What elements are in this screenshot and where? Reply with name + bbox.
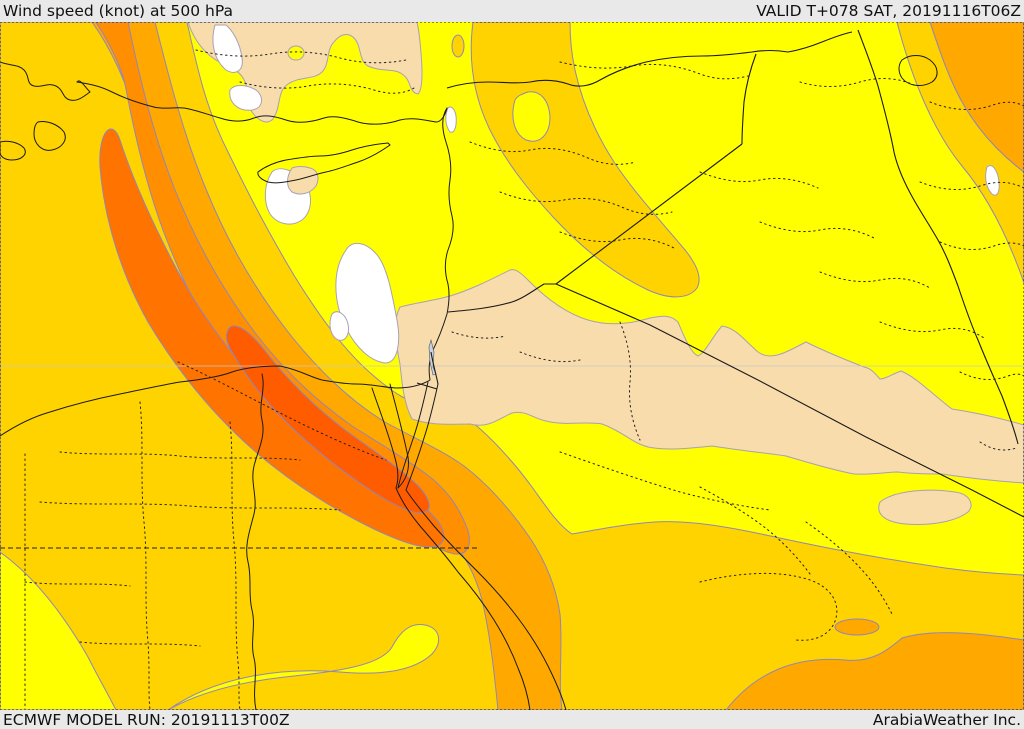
contour-deep-core: [225, 325, 430, 514]
admin-dotted-anatolia-1: [195, 49, 407, 64]
white-anatolia-hole-2: [229, 85, 262, 111]
map-title: Wind speed (knot) at 500 hPa: [3, 2, 234, 20]
island-rhodes: [33, 121, 66, 151]
admin-dotted-iraq-4: [879, 321, 985, 339]
admin-dotted-kuwait-1: [699, 486, 811, 575]
brand-label: ArabiaWeather Inc.: [872, 710, 1021, 729]
admin-dotted-egypt-vertical-2: [229, 421, 241, 710]
admin-dotted-kuwait-2: [805, 521, 893, 615]
contour-yellow-bottom-strip: [167, 623, 440, 710]
wind-speed-map: [0, 22, 1024, 710]
admin-dotted-iran-1: [919, 181, 1024, 190]
contour-yellow-bottom-left: [0, 551, 117, 710]
cream-cyprus-patch: [287, 166, 319, 195]
admin-dotted-sudan-2: [79, 641, 201, 647]
gulf-of-suez-west: [371, 387, 399, 489]
contour-gold-ne-syria: [470, 22, 700, 298]
model-run-label: ECMWF MODEL RUN: 20191113T00Z: [3, 710, 290, 729]
admin-dotted-iran-3: [959, 371, 1024, 380]
contour-orange-bottom-right: [725, 632, 1024, 710]
top-title-bar: Wind speed (knot) at 500 hPa VALID T+078…: [0, 0, 1024, 22]
turkey-south-coast: [76, 81, 448, 125]
valid-time-label: VALID T+078 SAT, 20191116T06Z: [756, 2, 1021, 20]
cream-blob-bottom-right: [878, 489, 972, 525]
gulf-of-aqaba-west: [397, 381, 429, 489]
white-small-lebanon-coast: [329, 311, 349, 341]
border-syria-iraq-diagonal: [555, 143, 743, 285]
admin-dotted-syria-2: [499, 191, 673, 215]
admin-dotted-egypt-horizontal-2: [39, 501, 341, 511]
contour-gold-main: [0, 22, 1024, 710]
admin-dotted-iraq-1: [699, 171, 819, 189]
admin-dotted-syria-1: [469, 141, 637, 165]
contour-dark-orange-band: [95, 22, 470, 555]
border-turkey-syria-iraq: [446, 31, 853, 89]
admin-dotted-iran-2: [939, 241, 1024, 250]
red-sea-west-shore: [395, 487, 531, 710]
admin-dotted-sudan-1: [24, 581, 131, 587]
gulf-of-aqaba-east: [405, 383, 439, 491]
nile-river: [246, 373, 264, 710]
contour-orange-small-ellipse: [834, 618, 880, 636]
admin-dotted-east-turkey: [559, 61, 749, 80]
admin-dotted-egypt-horizontal-1: [59, 451, 301, 461]
admin-dotted-turkey-iran: [799, 78, 917, 87]
border-jordan-syria: [447, 283, 556, 313]
map-frame-dotted: [0, 22, 1024, 710]
yellow-lake-tuz-hole: [287, 45, 305, 61]
admin-borders-dotted: [24, 49, 1024, 710]
coastlines: [0, 55, 938, 710]
admin-dotted-jordan-1: [451, 331, 507, 339]
contour-gold-small-oval: [451, 34, 465, 58]
gulf-of-suez-east: [389, 383, 409, 489]
country-borders-solid: [416, 29, 1024, 518]
lake-van: [898, 55, 938, 86]
border-israel-jordan: [430, 351, 439, 385]
admin-dotted-iran-nw: [929, 101, 1024, 110]
border-syria-iraq-vertical: [741, 53, 757, 145]
white-syria-coast-sliver: [445, 106, 457, 133]
admin-dotted-saudi-1: [559, 451, 771, 511]
admin-dotted-iran-4: [979, 441, 1017, 451]
white-east-mediterranean: [335, 243, 400, 364]
admin-dotted-anatolia-2: [239, 81, 415, 94]
map-canvas: [0, 22, 1024, 710]
admin-dotted-saudi-2: [619, 321, 641, 441]
aegean-coast: [0, 61, 91, 101]
admin-dotted-syria-3: [559, 231, 675, 249]
levant-coast: [0, 107, 454, 437]
admin-dotted-iraq-2: [759, 221, 875, 239]
contour-yellow-hole-syria: [512, 91, 551, 142]
white-lake-urmia: [985, 165, 1000, 196]
admin-dotted-egypt-vertical-1: [139, 401, 151, 710]
island-crete-tip: [0, 140, 26, 161]
admin-dotted-iraq-3: [819, 271, 931, 289]
cream-jordan-saudi: [394, 269, 1024, 484]
bottom-status-bar: ECMWF MODEL RUN: 20191113T00Z ArabiaWeat…: [0, 710, 1024, 729]
white-anatolia-hole-1: [212, 24, 243, 73]
border-egypt-israel: [416, 382, 438, 390]
admin-dotted-jordan-2: [519, 351, 581, 363]
cyprus-outline: [257, 142, 391, 184]
red-sea-east-shore: [405, 489, 567, 710]
admin-dotted-egypt-diagonal: [177, 361, 387, 461]
border-jordan-saudi-diagonal: [555, 283, 1024, 518]
contour-orange-top-right-corner: [929, 22, 1024, 173]
